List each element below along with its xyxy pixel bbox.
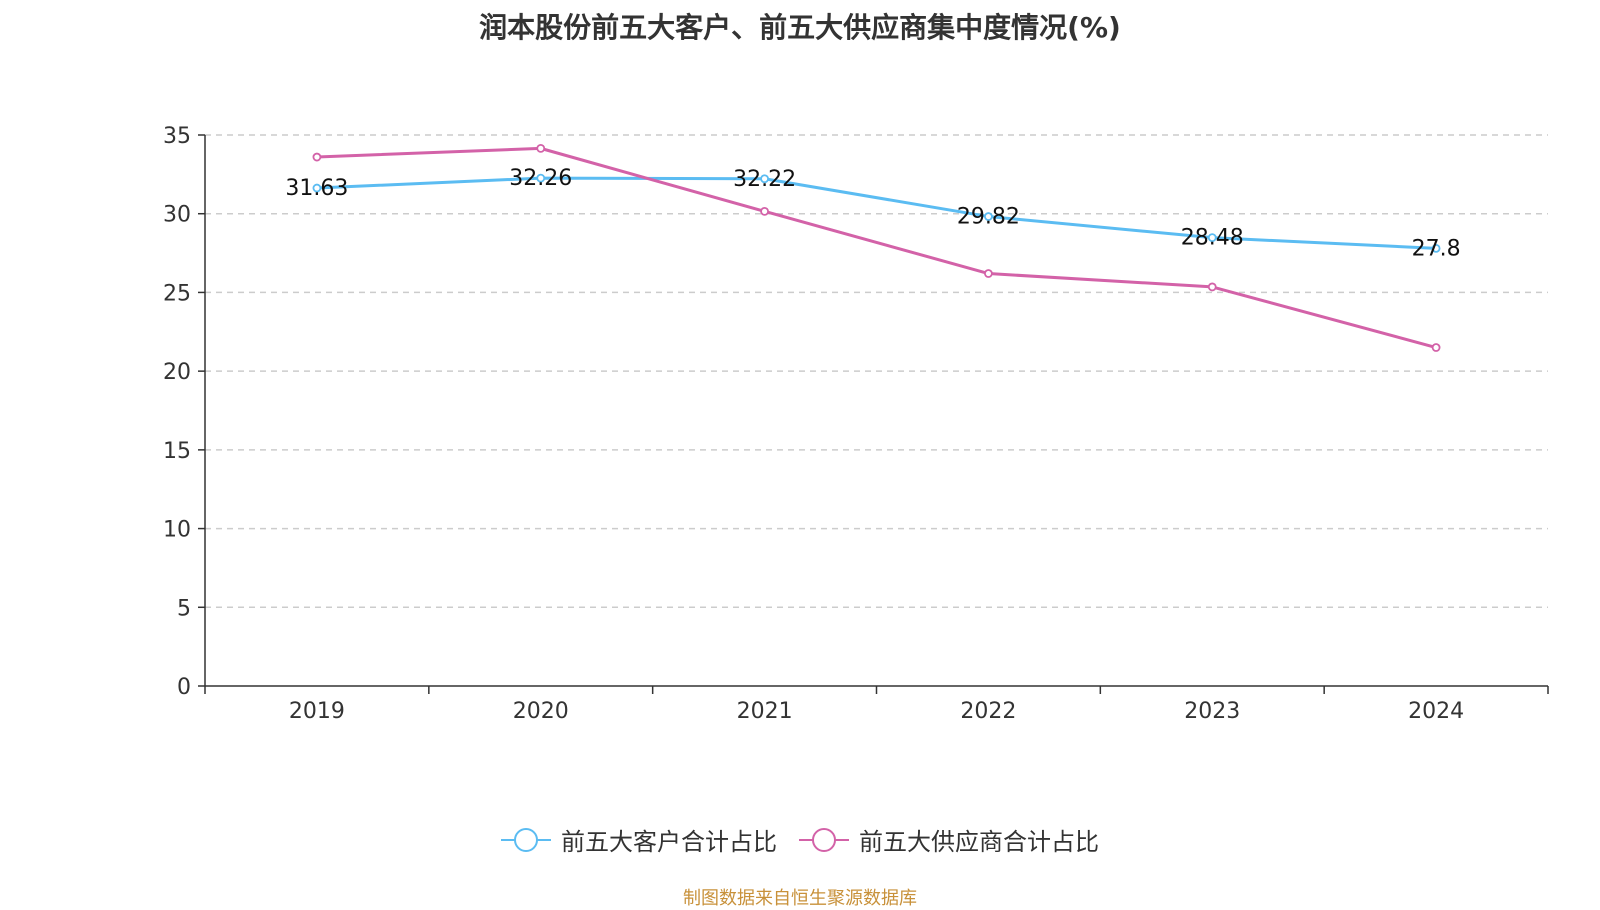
data-point-1: [312, 152, 322, 162]
data-point-1: [536, 143, 546, 153]
data-point-0: [1207, 233, 1217, 243]
y-tick-label: 0: [177, 675, 191, 700]
data-point-0: [536, 173, 546, 183]
legend-swatch-customers: [501, 827, 551, 852]
y-tick-label: 30: [163, 203, 191, 228]
data-label-0: 29.82: [957, 205, 1020, 230]
x-tick-label: 2023: [1184, 699, 1240, 724]
data-point-1: [984, 269, 993, 278]
x-tick-label: 2019: [289, 699, 345, 724]
data-label-0: 32.26: [509, 166, 572, 191]
source-note: 制图数据来自恒生聚源数据库: [683, 888, 917, 909]
y-tick-label: 10: [163, 518, 191, 543]
series-line-1: [316, 146, 1437, 349]
legend-label-customers: 前五大客户合计占比: [561, 828, 777, 856]
y-tick-label: 20: [163, 360, 191, 385]
x-tick-label: 2024: [1408, 699, 1464, 724]
y-tick-label: 35: [163, 124, 191, 149]
data-label-0: 32.22: [733, 167, 796, 192]
legend-item-customers[interactable]: 前五大客户合计占比: [501, 822, 777, 857]
legend-swatch-suppliers: [799, 827, 849, 852]
x-tick-label: 2022: [960, 699, 1016, 724]
legend: 前五大客户合计占比 前五大供应商合计占比: [0, 822, 1600, 857]
data-point-0: [1431, 243, 1441, 253]
legend-item-suppliers[interactable]: 前五大供应商合计占比: [799, 822, 1099, 857]
axes: 0 5 10 15 20 25 30 35 2019 2020 2021 2022 2023 2024: [163, 124, 1549, 724]
x-tick-label: 2020: [513, 699, 569, 724]
y-tick-label: 15: [163, 439, 191, 464]
data-point-0: [760, 174, 769, 184]
y-tick-label: 5: [177, 596, 191, 621]
data-label-0: 31.63: [285, 176, 348, 201]
legend-marker-customers: [514, 827, 538, 852]
data-point-1: [1207, 282, 1217, 292]
data-point-0: [312, 183, 322, 193]
data-label-0: 27.8: [1412, 236, 1461, 261]
x-tick-label: 2021: [737, 699, 793, 724]
data-label-0: 28.48: [1181, 226, 1244, 251]
series-line-0: [316, 176, 1437, 250]
chart-title: 润本股份前五大客户、前五大供应商集中度情况(%): [479, 11, 1121, 44]
data-point-0: [984, 212, 993, 221]
legend-label-suppliers: 前五大供应商合计占比: [859, 828, 1099, 856]
grid-lines: [205, 134, 1548, 609]
data-labels: 31.63 32.26 32.22 29.82 28.48 27.8: [285, 166, 1460, 261]
legend-marker-suppliers: [812, 827, 836, 852]
data-point-1: [1431, 343, 1441, 352]
y-tick-label: 25: [163, 281, 191, 306]
series-lines: [312, 143, 1441, 352]
data-point-1: [760, 206, 769, 216]
